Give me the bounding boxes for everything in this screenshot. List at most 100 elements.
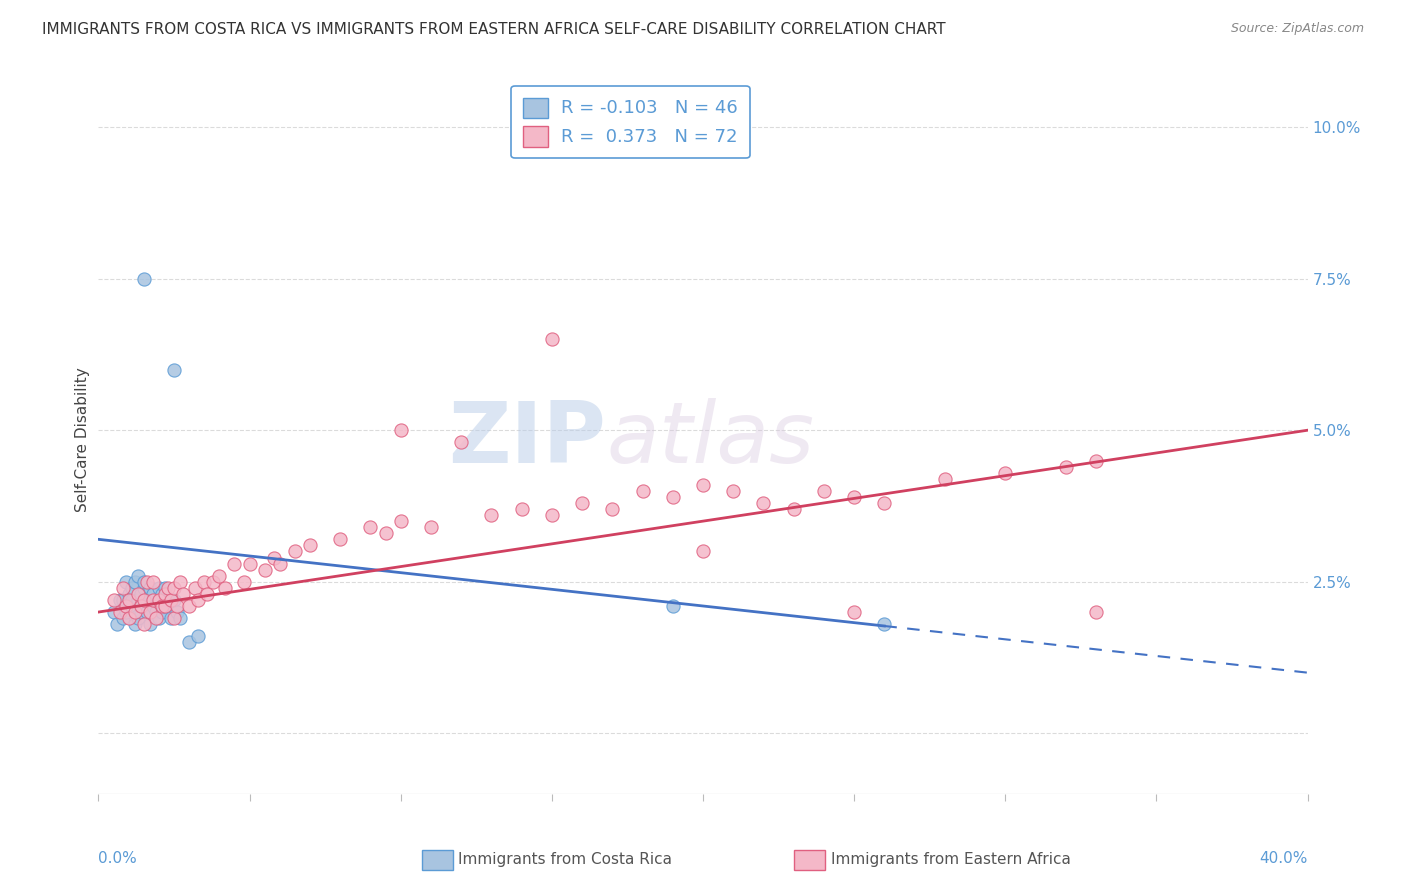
Text: atlas: atlas (606, 398, 814, 481)
Point (160, 611, 183, 625)
Point (844, 490, 866, 504)
Point (661, 490, 683, 504)
Point (153, 599, 176, 613)
Point (132, 599, 155, 613)
Point (179, 635, 201, 649)
Point (142, 587, 165, 601)
Point (148, 593, 170, 607)
Point (602, 502, 624, 516)
Point (661, 599, 683, 613)
Point (253, 563, 276, 577)
Point (135, 593, 157, 607)
Point (813, 483, 835, 498)
Point (187, 593, 209, 607)
Point (150, 605, 173, 619)
Point (103, 605, 125, 619)
Point (124, 574, 146, 589)
Point (139, 605, 162, 619)
Point (103, 593, 125, 607)
Point (239, 557, 262, 571)
Point (232, 574, 254, 589)
Point (329, 533, 352, 547)
Point (631, 483, 654, 498)
Point (127, 587, 149, 601)
Point (135, 574, 157, 589)
Text: IMMIGRANTS FROM COSTA RICA VS IMMIGRANTS FROM EASTERN AFRICA SELF-CARE DISABILIT: IMMIGRANTS FROM COSTA RICA VS IMMIGRANTS… (42, 22, 946, 37)
Point (783, 502, 806, 516)
Point (224, 557, 246, 571)
Point (118, 599, 141, 613)
Point (150, 599, 173, 613)
Point (163, 593, 186, 607)
Point (208, 568, 231, 582)
Point (571, 496, 593, 510)
Point (1054, 459, 1077, 474)
Point (163, 611, 186, 625)
Point (114, 599, 136, 613)
Point (374, 526, 396, 541)
Point (160, 593, 183, 607)
Point (420, 520, 443, 534)
Point (148, 581, 170, 595)
Point (127, 593, 149, 607)
Point (118, 611, 141, 625)
Point (195, 587, 218, 601)
Point (118, 587, 141, 601)
Point (148, 593, 170, 607)
Point (105, 617, 128, 632)
Point (124, 605, 146, 619)
Point (263, 550, 285, 565)
Point (184, 581, 207, 595)
Point (114, 605, 136, 619)
Point (723, 483, 745, 498)
Point (172, 587, 194, 601)
Point (179, 599, 201, 613)
Point (163, 581, 186, 595)
Point (153, 599, 176, 613)
Point (389, 514, 412, 528)
Point (118, 593, 141, 607)
Point (202, 574, 225, 589)
Point (111, 581, 134, 595)
Legend: R = -0.103   N = 46, R =  0.373   N = 72: R = -0.103 N = 46, R = 0.373 N = 72 (512, 86, 749, 158)
Point (934, 472, 956, 486)
Point (166, 599, 188, 613)
Text: Immigrants from Costa Rica: Immigrants from Costa Rica (458, 853, 672, 867)
Point (108, 605, 131, 619)
Point (145, 611, 167, 625)
Point (692, 544, 714, 558)
Text: 40.0%: 40.0% (1260, 851, 1308, 865)
Point (156, 593, 179, 607)
Point (139, 581, 162, 595)
Point (1085, 605, 1108, 619)
Point (111, 593, 134, 607)
Point (844, 605, 866, 619)
Point (111, 611, 134, 625)
Point (214, 581, 236, 595)
Point (193, 574, 215, 589)
Text: ZIP: ZIP (449, 398, 606, 481)
Point (873, 496, 896, 510)
Point (129, 587, 152, 601)
Point (139, 617, 162, 632)
Point (121, 593, 143, 607)
Point (108, 593, 131, 607)
Point (132, 271, 155, 285)
Point (163, 362, 186, 376)
Point (153, 587, 176, 601)
Point (124, 617, 146, 632)
Point (153, 581, 176, 595)
Point (540, 508, 562, 522)
Point (132, 574, 155, 589)
Point (994, 466, 1017, 480)
Point (481, 508, 503, 522)
Point (510, 502, 533, 516)
Point (269, 557, 291, 571)
Point (121, 581, 143, 595)
Point (166, 605, 188, 619)
Point (284, 544, 307, 558)
Point (145, 605, 167, 619)
Point (360, 520, 382, 534)
Point (114, 574, 136, 589)
Point (132, 593, 155, 607)
